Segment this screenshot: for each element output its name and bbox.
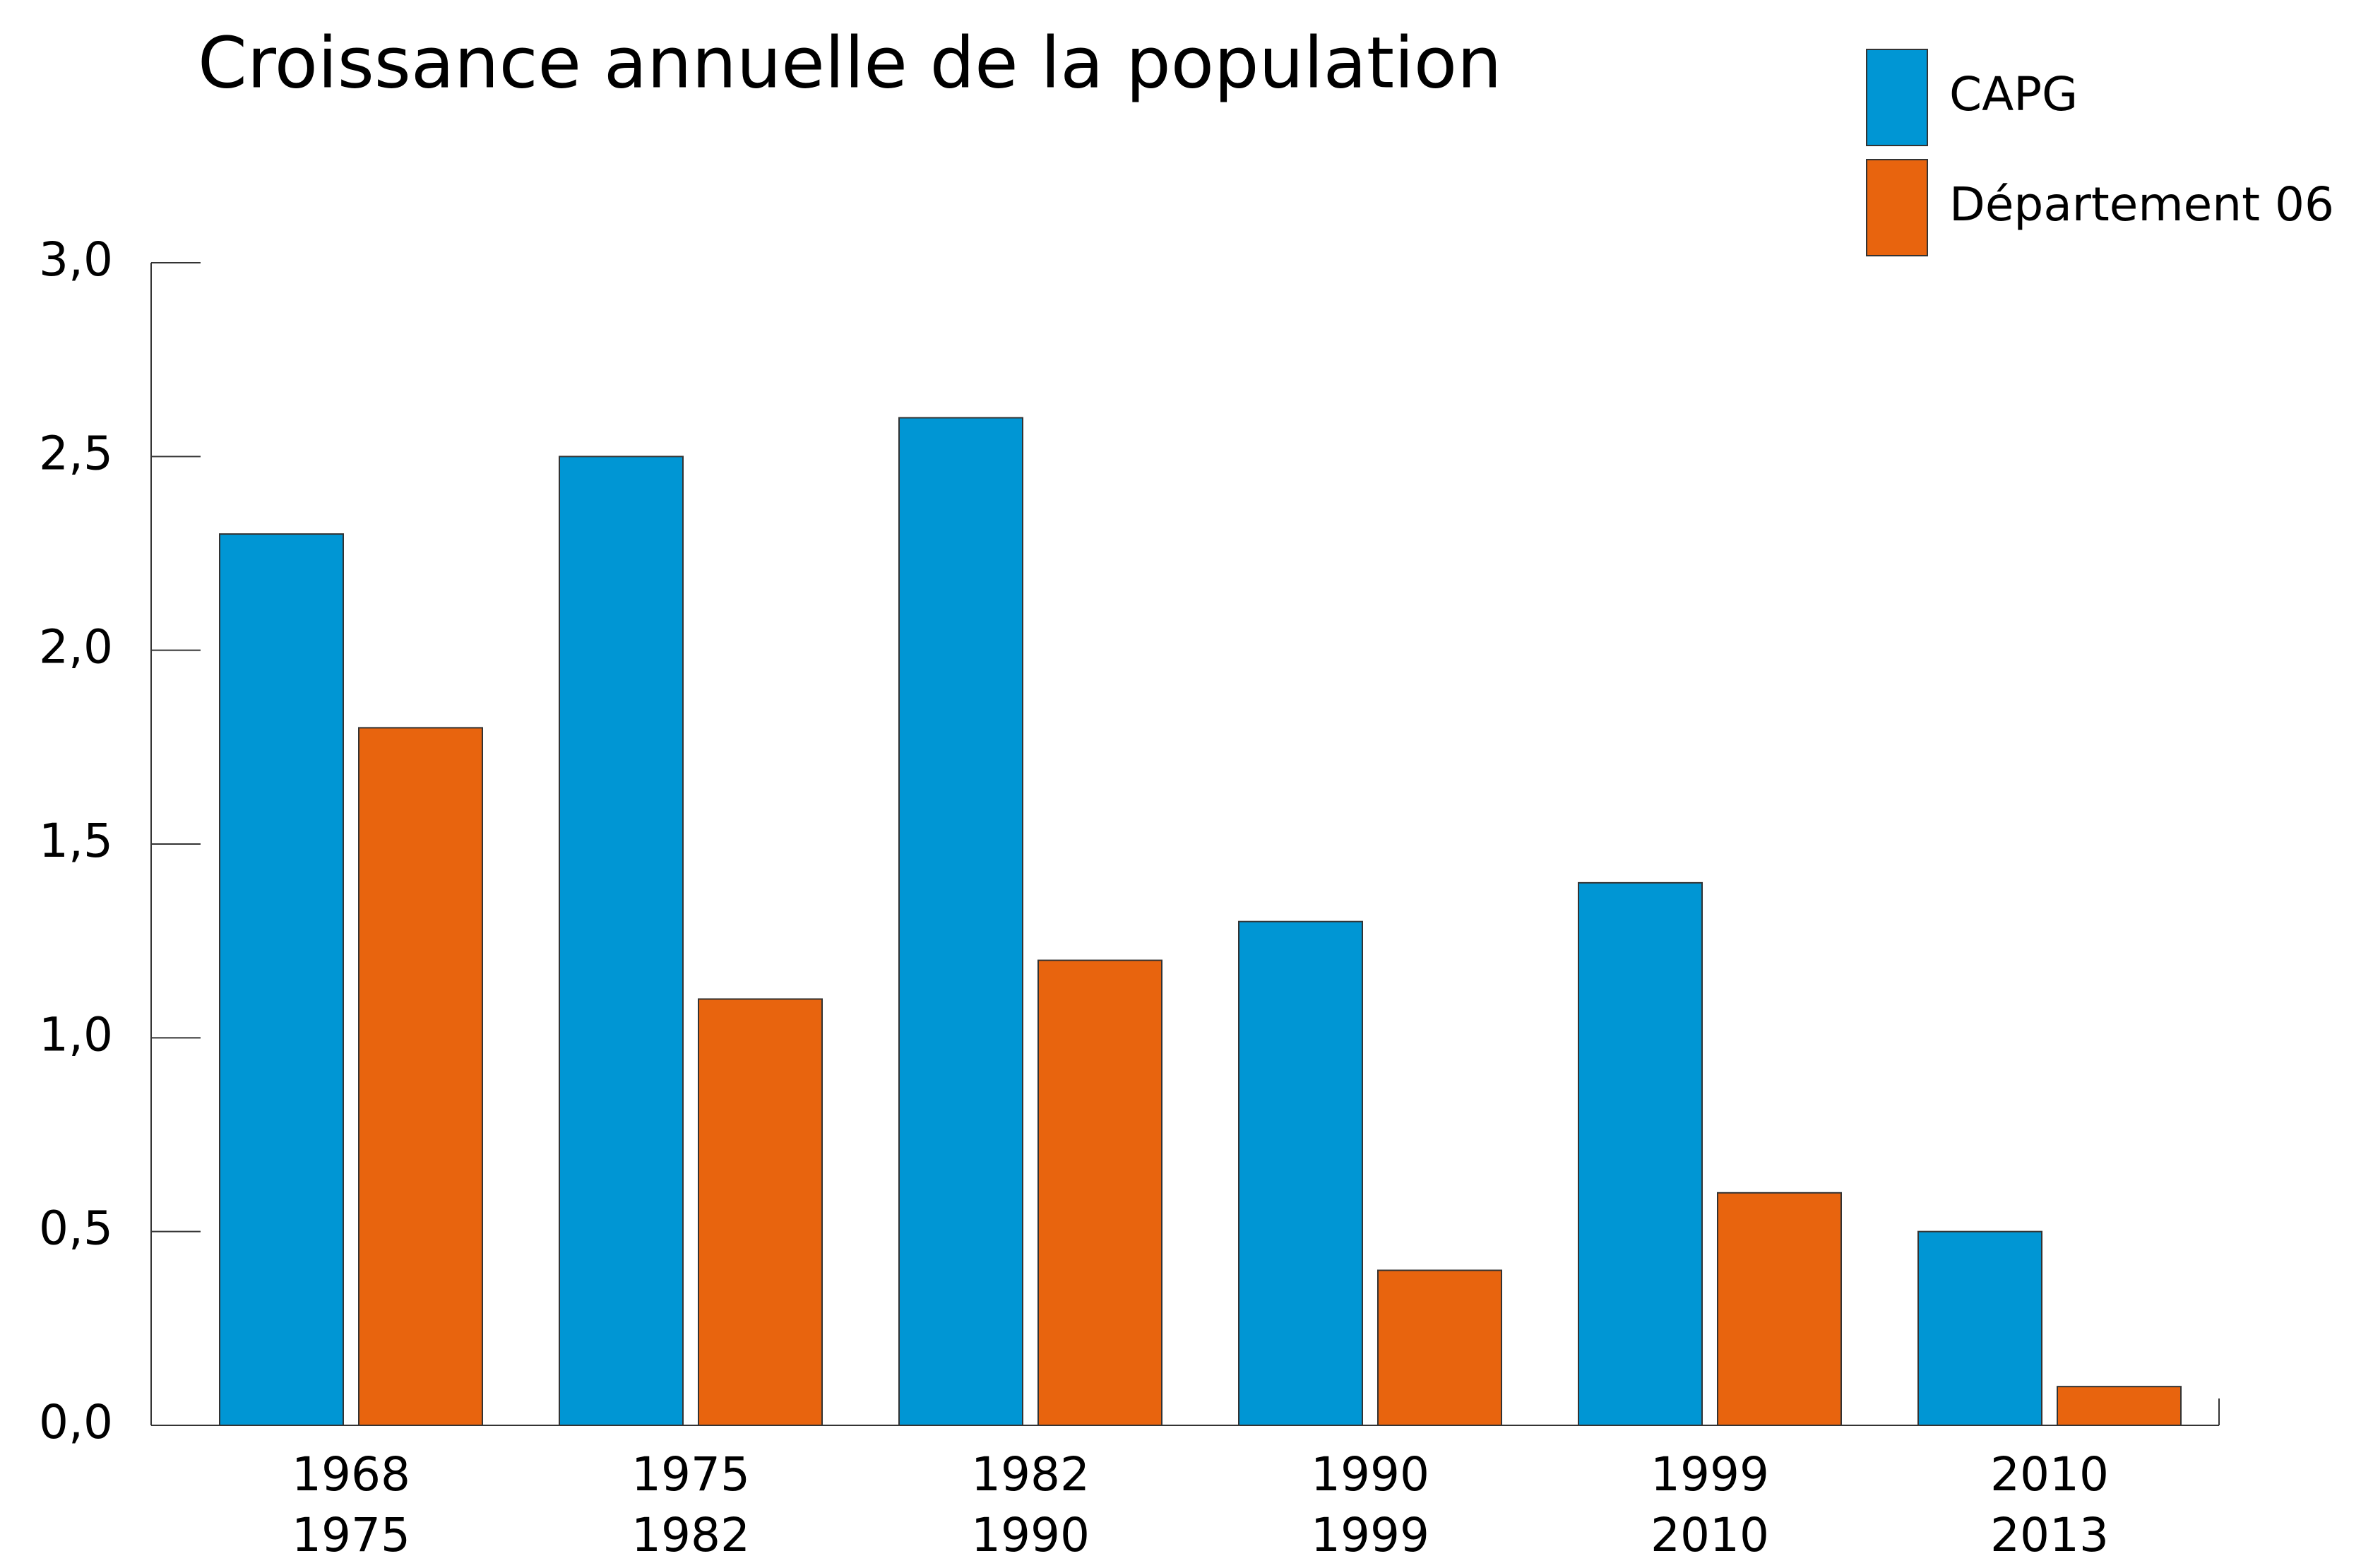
bar [1578,881,1703,1427]
x-tick-label: 1990 [1311,1447,1429,1502]
x-tick-label: 2013 [1990,1508,2109,1562]
y-tick-label: 0,0 [39,1395,113,1449]
y-tick-label: 1,5 [39,814,113,868]
x-tick-label: 1982 [631,1508,750,1562]
bar [1917,1230,2042,1426]
y-tick-label: 0,5 [39,1201,113,1256]
x-tick-label: 1999 [1651,1447,1769,1502]
legend-swatch [1866,49,1928,146]
chart-title: Croissance annuelle de la population [198,21,1501,104]
x-tick-label: 1990 [971,1508,1090,1562]
y-tick-label: 2,5 [39,426,113,480]
x-tick-label: 1975 [292,1508,410,1562]
bar [1238,920,1363,1426]
x-tick-label: 1975 [631,1447,750,1502]
bar [1037,959,1162,1426]
x-tick-label: 2010 [1651,1508,1769,1562]
bar [219,533,344,1426]
bar [898,417,1023,1426]
x-tick-label: 1968 [292,1447,410,1502]
legend-label: CAPG [1949,67,2078,121]
legend-label: Département 06 [1949,177,2334,232]
y-tick-label: 3,0 [39,232,113,287]
bar [1377,1269,1502,1426]
bar [1717,1192,1842,1427]
y-tick-label: 2,0 [39,620,113,675]
x-tick-label: 1999 [1311,1508,1429,1562]
bar [2057,1386,2182,1426]
x-tick-label: 2010 [1990,1447,2109,1502]
x-tick-label: 1982 [971,1447,1090,1502]
bar [358,727,483,1426]
legend-swatch [1866,159,1928,256]
bar [698,998,823,1426]
bar [559,456,684,1426]
y-tick-label: 1,0 [39,1007,113,1062]
